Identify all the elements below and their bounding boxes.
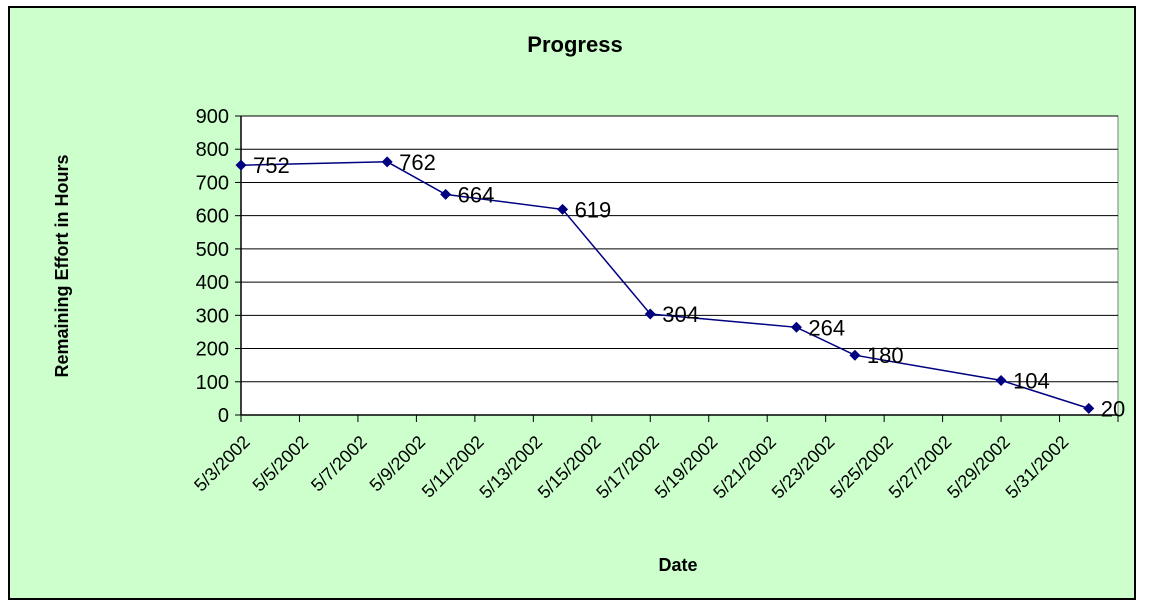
x-tick-label: 5/15/2002	[534, 432, 605, 503]
y-tick-label: 700	[196, 172, 229, 194]
plot-area	[240, 115, 1119, 416]
x-tick-label: 5/21/2002	[709, 432, 780, 503]
x-axis-title: Date	[658, 555, 697, 575]
y-tick-label: 600	[196, 206, 229, 228]
data-label: 20	[1101, 396, 1125, 421]
x-tick-label: 5/25/2002	[826, 432, 897, 503]
y-tick-label: 100	[196, 372, 229, 394]
x-tick-label: 5/7/2002	[307, 432, 371, 496]
data-label: 619	[575, 197, 612, 222]
data-label: 762	[399, 150, 436, 175]
x-tick-label: 5/5/2002	[249, 432, 313, 496]
data-label: 664	[458, 182, 495, 207]
x-tick-label: 5/23/2002	[768, 432, 839, 503]
y-axis: 0 100 200 300 400 500 600 700 800 900	[196, 106, 242, 427]
data-label: 752	[253, 153, 290, 178]
y-tick-label: 900	[196, 106, 229, 128]
data-point-marker	[790, 321, 802, 333]
x-axis: 5/3/20025/5/20025/7/20025/9/20025/11/200…	[190, 414, 1119, 503]
data-point-marker	[644, 308, 656, 320]
y-tick-label: 300	[196, 305, 229, 327]
x-tick-label: 5/17/2002	[592, 432, 663, 503]
y-tick-label: 400	[196, 272, 229, 294]
data-label: 104	[1013, 368, 1050, 393]
gridlines	[241, 115, 1118, 383]
x-tick-label: 5/13/2002	[475, 432, 546, 503]
x-tick-label: 5/27/2002	[885, 432, 956, 503]
data-label: 180	[867, 343, 904, 368]
data-point-marker	[1083, 402, 1095, 414]
x-tick-label: 5/29/2002	[943, 432, 1014, 503]
chart-title: Progress	[527, 32, 622, 57]
y-tick-label: 0	[218, 405, 229, 427]
y-axis-title: Remaining Effort in Hours	[52, 154, 72, 377]
data-point-marker	[381, 156, 393, 168]
data-point-marker	[995, 374, 1007, 386]
data-label: 304	[662, 302, 699, 327]
y-tick-label: 800	[196, 139, 229, 161]
data-point-marker	[440, 188, 452, 200]
x-tick-label: 5/31/2002	[1002, 432, 1073, 503]
y-tick-label: 200	[196, 339, 229, 361]
x-tick-label: 5/19/2002	[651, 432, 722, 503]
x-tick-label: 5/3/2002	[190, 432, 254, 496]
data-point-marker	[235, 159, 247, 171]
series-line: 752 762 664 619 304 264 180 104 20	[235, 150, 1125, 421]
y-tick-label: 500	[196, 239, 229, 261]
data-label: 264	[808, 315, 845, 340]
data-point-marker	[557, 203, 569, 215]
data-point-marker	[849, 349, 861, 361]
